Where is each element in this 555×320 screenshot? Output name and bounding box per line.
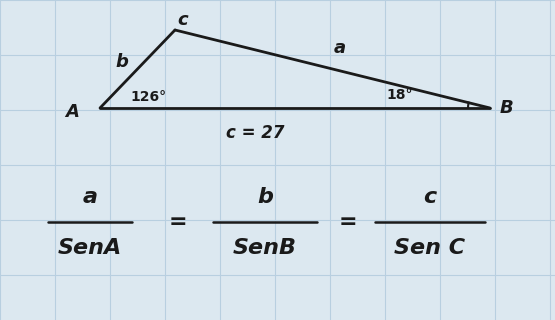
Text: c: c	[178, 11, 188, 29]
Text: a: a	[83, 187, 98, 207]
Text: =: =	[169, 212, 188, 232]
Text: a: a	[334, 39, 346, 57]
Text: c = 27: c = 27	[226, 124, 284, 142]
Text: Sen C: Sen C	[395, 238, 466, 258]
Text: b: b	[115, 53, 128, 71]
Text: 126°: 126°	[130, 90, 166, 104]
Text: 18°: 18°	[387, 88, 413, 102]
Text: c: c	[423, 187, 437, 207]
Text: A: A	[65, 103, 79, 121]
Text: SenB: SenB	[233, 238, 297, 258]
Text: =: =	[339, 212, 357, 232]
Text: b: b	[257, 187, 273, 207]
Text: B: B	[499, 99, 513, 117]
Text: SenA: SenA	[58, 238, 122, 258]
